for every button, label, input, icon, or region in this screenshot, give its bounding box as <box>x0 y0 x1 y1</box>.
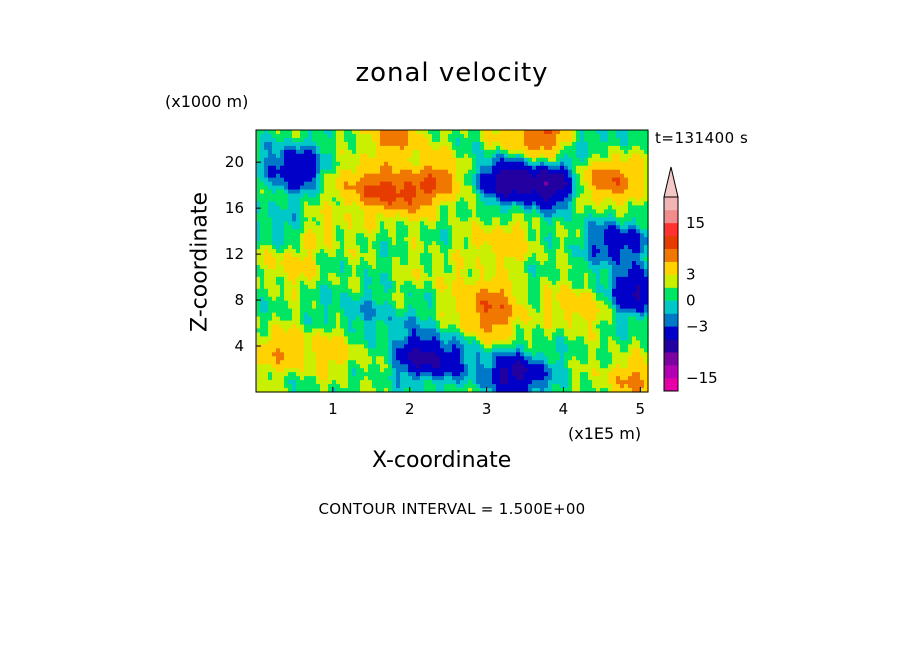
x-tick-label: 4 <box>559 400 569 418</box>
colorbar-tick-label: −15 <box>686 369 718 387</box>
colorbar-band <box>664 300 678 314</box>
colorbar-band <box>664 365 678 379</box>
y-axis-unit: (x1000 m) <box>165 92 249 111</box>
y-tick-label: 16 <box>225 199 244 217</box>
x-tick-label: 2 <box>405 400 415 418</box>
colorbar: 15 3 0 −3 −15 <box>663 166 718 392</box>
colorbar-band <box>664 209 678 224</box>
colorbar-band <box>664 197 678 211</box>
colorbar-band <box>664 378 678 392</box>
colorbar-extension <box>663 166 679 198</box>
x-tick-label: 1 <box>328 400 338 418</box>
colorbar-band <box>664 274 678 288</box>
contour-interval-label: CONTOUR INTERVAL = 1.500E+00 <box>318 500 586 518</box>
x-axis-label: X-coordinate <box>372 448 512 473</box>
y-tick-label: 12 <box>225 245 244 263</box>
colorbar-band <box>664 235 678 250</box>
y-tick-label: 20 <box>225 153 244 171</box>
time-label: t=131400 s <box>655 129 749 147</box>
colorbar-band <box>664 248 678 262</box>
plot-frame <box>255 129 649 393</box>
x-tick-label: 5 <box>636 400 646 418</box>
colorbar-band <box>664 339 678 353</box>
colorbar-tick-label: −3 <box>686 317 708 335</box>
colorbar-band <box>664 261 678 275</box>
colorbar-band <box>664 287 678 301</box>
x-tick-label: 3 <box>482 400 492 418</box>
colorbar-tick-label: 0 <box>686 291 696 309</box>
x-axis-unit: (x1E5 m) <box>568 424 642 443</box>
chart-title: zonal velocity <box>355 58 549 88</box>
y-tick-label: 8 <box>234 291 244 309</box>
x-axis: 1 2 3 4 5 <box>328 387 645 418</box>
colorbar-band <box>664 326 678 340</box>
colorbar-band <box>664 313 678 327</box>
velocity-field <box>256 130 649 393</box>
colorbar-tick-label: 15 <box>686 214 705 232</box>
y-axis: 4 8 12 16 20 <box>225 153 261 355</box>
y-tick-label: 4 <box>234 337 244 355</box>
colorbar-tick-label: 3 <box>686 266 696 284</box>
colorbar-band <box>664 352 678 366</box>
y-axis-label: Z-coordinate <box>187 192 213 332</box>
colorbar-band <box>664 222 678 237</box>
